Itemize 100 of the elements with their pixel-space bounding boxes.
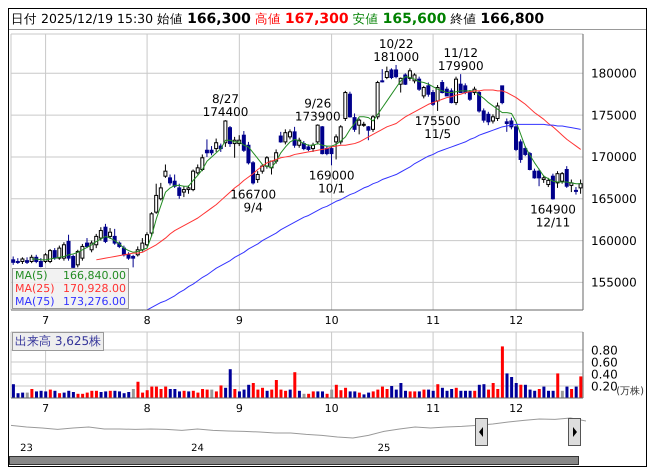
bar [132,389,135,398]
annotation: 173,276.00 [63,295,126,308]
bar [288,390,292,398]
bar [72,392,75,398]
bar [108,390,112,398]
bar [565,386,568,398]
x-tick-label: 8 [144,314,151,327]
x-tick-label: 23 [20,443,33,454]
candlestick [564,166,569,188]
bar [427,390,430,398]
bar [538,389,541,398]
bar [58,393,62,398]
bar [579,376,582,398]
text: MA(25) [15,282,55,295]
candlestick [80,243,84,262]
y-tick-label: 170000 [591,150,637,164]
bar [233,389,236,398]
candlestick [177,183,182,200]
bar [182,390,186,398]
bar [500,346,504,398]
y-tick-label: 0.40 [591,367,618,382]
bar [330,390,334,398]
annotation: 169000 10/1 [308,168,355,196]
y-tick-label: 0.20 [591,379,618,394]
chart-title: 日付 2025/12/19 15:30 始値 166,300 高値 167,300 安値 165,600 終値 166,800 [11,11,544,27]
bar [26,392,29,398]
annotation: 164900 12/11 [530,202,576,230]
annotation: 8/27 174400 [202,92,248,120]
candlestick [214,138,218,152]
bar [30,389,34,398]
text: MA(75) [15,295,55,308]
y-tick-label: 180000 [591,66,637,81]
x-tick-label: 9 [236,402,243,415]
bar [178,391,181,398]
candlestick [468,90,472,102]
y-tick-label: 155000 [591,276,637,290]
x-tick-label: 25 [378,443,390,454]
bar [94,390,98,398]
x-tick-label: 12 [509,402,524,415]
candlestick [292,126,297,148]
bar [100,392,103,398]
y-axis-title: (万株) [616,386,644,398]
bar [560,390,564,398]
candlestick [500,85,504,105]
bar [422,390,426,398]
y-tick-label: 175000 [591,108,637,122]
candlestick [329,146,334,166]
x-tick-label: 7 [42,314,50,327]
bar [570,389,574,398]
bar [53,390,56,398]
bar [358,392,361,398]
bar [506,373,509,398]
bar [210,390,214,398]
bar [320,391,324,398]
x-tick-label: 11 [426,402,440,415]
bar [454,388,458,398]
x-tick-label: 9 [236,314,243,327]
bar [372,391,375,398]
y-tick-label: 0.60 [591,355,618,370]
candlestick [256,170,260,184]
chart-title: 出来高 3,625株 [12,332,104,351]
candlestick [144,232,149,247]
candlestick [546,177,550,188]
candlestick [422,85,426,99]
bar [298,390,301,398]
annotation: 10/22 181000 [373,36,420,64]
x-tick-label: 8 [144,402,151,415]
candlestick [62,242,66,262]
bar [62,392,66,398]
candlestick [228,126,232,148]
candlestick [288,128,292,140]
candlestick [578,179,583,194]
candlestick [366,126,370,141]
candlestick [380,68,384,84]
bar [408,391,412,398]
x-tick-label: 10 [324,402,339,415]
candlestick [556,170,560,188]
annotation: 11/12 179900 [438,46,484,74]
candlestick [223,120,228,148]
candlestick [163,164,168,178]
bar [348,391,352,398]
candlestick [108,228,112,240]
bar [312,391,315,398]
candlestick [316,124,320,145]
x-tick-label: 12 [509,314,524,327]
candlestick [430,90,435,106]
bar [436,384,440,398]
candlestick [417,76,422,92]
candlestick [454,76,458,106]
candlestick [38,258,43,268]
bar [574,386,578,398]
candlestick [150,212,154,237]
series-label: MA(5) [15,269,49,282]
y-tick-label: 165000 [591,192,637,206]
annotation: 166,840.00 [63,269,126,282]
bar [353,391,356,398]
bar [482,384,486,398]
bar [293,372,296,398]
bar [187,391,190,398]
annotation: 9/26 173900 [294,96,341,124]
